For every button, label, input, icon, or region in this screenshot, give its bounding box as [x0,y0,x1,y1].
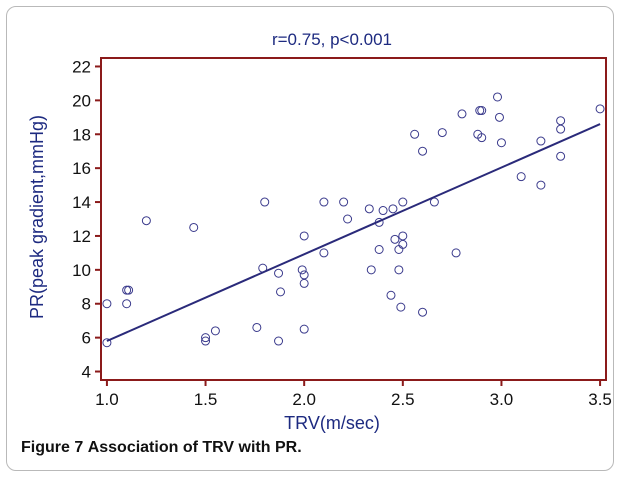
data-point [493,92,503,102]
data-point [201,333,211,343]
data-point [437,128,447,138]
data-point [141,216,151,226]
data-point [398,231,408,241]
y-tick-label: 4 [82,363,91,382]
figure-caption: Figure 7 Association of TRV with PR. [21,439,302,457]
data-point [388,204,398,214]
figure-number: Figure 7 [21,439,84,456]
data-point [398,197,408,207]
y-axis-label: PR(peak gradient,mmHg) [27,115,47,319]
data-point [394,265,404,275]
x-tick-label: 2.0 [292,390,316,409]
data-point [451,248,461,258]
y-tick-label: 16 [72,159,91,178]
data-point [274,268,284,278]
data-point [396,302,406,312]
data-point [496,138,506,148]
figure-caption-text: Association of TRV with PR. [87,439,302,456]
y-tick-label: 22 [72,57,91,76]
figure-frame [6,6,614,471]
data-point [299,324,309,334]
x-tick-label: 3.5 [588,390,612,409]
x-tick-label: 1.0 [95,390,119,409]
data-point [410,129,420,139]
data-point [457,109,467,119]
data-points [102,92,605,348]
y-tick-label: 12 [72,227,91,246]
data-point [201,336,211,346]
y-tick-label: 6 [82,329,91,348]
data-point [299,270,309,280]
data-point [477,133,487,143]
data-point [276,287,286,297]
data-point [366,265,376,275]
data-point [343,214,353,224]
data-point [374,245,384,255]
x-axis-label: TRV(m/sec) [284,413,380,433]
data-point [189,222,199,232]
x-tick-label: 2.5 [391,390,415,409]
data-point [319,197,329,207]
data-point [102,338,112,348]
data-point [394,245,404,255]
y-axis: 4 6 8 10 12 14 16 18 20 22 [72,57,101,382]
regression-line [106,123,601,342]
data-point [516,172,526,182]
x-axis: 1.0 1.5 2.0 2.5 3.0 3.5 [95,380,612,409]
data-point [299,231,309,241]
data-point [260,197,270,207]
y-tick-label: 10 [72,261,91,280]
data-point [477,106,487,116]
data-point [556,151,566,161]
data-point [556,124,566,134]
data-point [339,197,349,207]
x-tick-label: 1.5 [194,390,218,409]
data-point [378,206,388,216]
data-point [595,104,605,114]
data-point [536,136,546,146]
y-tick-label: 14 [72,193,91,212]
data-point [102,299,112,309]
y-tick-label: 20 [72,91,91,110]
data-point [494,112,504,122]
x-tick-label: 3.0 [490,390,514,409]
chart-title: r=0.75, p<0.001 [272,30,392,49]
y-tick-label: 8 [82,295,91,314]
data-point [299,278,309,288]
plot-frame [100,57,607,381]
data-point [210,326,220,336]
data-point [418,307,428,317]
data-point [252,322,262,332]
data-point [386,290,396,300]
data-point [297,265,307,275]
data-point [418,146,428,156]
data-point [475,106,485,116]
data-point [124,285,134,295]
data-point [122,299,132,309]
data-point [364,204,374,214]
data-point [390,234,400,244]
data-point [122,285,132,295]
data-point [536,180,546,190]
y-tick-label: 18 [72,125,91,144]
data-point [274,336,284,346]
data-point [319,248,329,258]
data-point [556,116,566,126]
data-point [398,239,408,249]
